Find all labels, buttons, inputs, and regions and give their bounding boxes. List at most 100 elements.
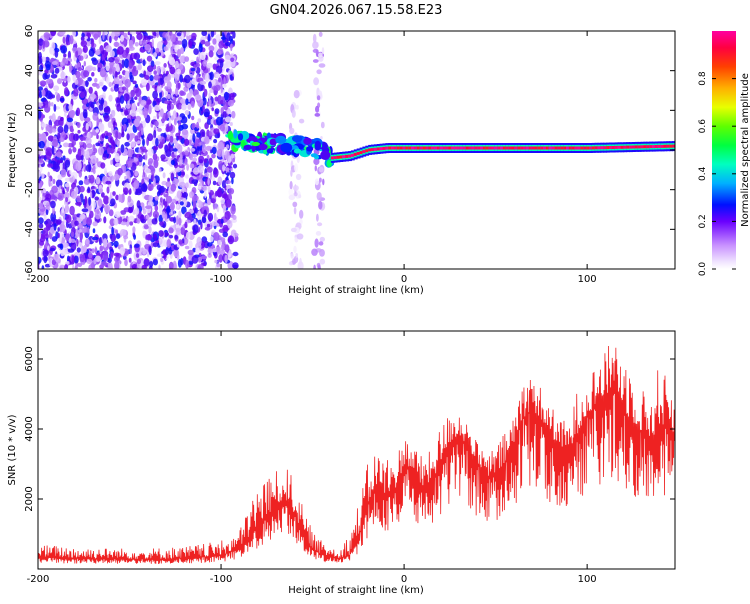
heatmap-cell: [97, 198, 103, 207]
y-tick-label: 20: [24, 104, 35, 117]
heatmap-cell: [79, 213, 86, 220]
heatmap-cell: [434, 146, 438, 150]
snr-ticks: -200 -100 0 100 2000 4000 6000: [24, 331, 675, 585]
heatmap-cell: [55, 219, 62, 225]
heatmap-cell: [105, 180, 112, 185]
heatmap-cell: [50, 102, 54, 107]
heatmap-cell: [63, 191, 70, 200]
heatmap-cell: [83, 244, 87, 253]
heatmap-cell: [84, 150, 90, 159]
heatmap-cell: [414, 146, 418, 150]
heatmap-cell: [318, 166, 324, 173]
heatmap-cell: [116, 103, 122, 112]
heatmap-cell: [153, 177, 156, 187]
heatmap-cell: [118, 193, 122, 203]
heatmap-cell: [109, 113, 113, 120]
heatmap-cell: [342, 155, 347, 159]
heatmap-cell: [497, 146, 501, 150]
heatmap-cell: [157, 66, 160, 76]
colorbar-gradient: [712, 31, 736, 269]
heatmap-cell: [320, 136, 323, 140]
heatmap-cell: [319, 236, 325, 242]
snr-panel: -200 -100 0 100 2000 4000 6000 Height of strai…: [7, 330, 676, 596]
heatmap-cell: [69, 169, 72, 175]
heatmap-cell: [104, 167, 107, 176]
heatmap-cell: [376, 147, 381, 151]
heatmap-cell: [571, 146, 576, 150]
heatmap-cell: [563, 146, 567, 150]
heatmap-cell: [69, 205, 75, 216]
heatmap-cell: [96, 83, 100, 89]
heatmap-cell: [224, 54, 231, 60]
heatmap-cell: [38, 38, 44, 46]
heatmap-cell: [64, 183, 70, 188]
heatmap-cell: [189, 153, 194, 161]
heatmap-cell: [152, 258, 158, 266]
heatmap-cell: [144, 151, 148, 161]
heatmap-cell: [57, 159, 63, 164]
heatmap-cell: [142, 149, 148, 153]
heatmap-cell: [158, 230, 164, 237]
heatmap-cell: [134, 42, 139, 47]
heatmap-cell: [78, 229, 82, 233]
heatmap-cell: [83, 178, 91, 185]
heatmap-cell: [318, 52, 323, 58]
heatmap-cell: [89, 191, 93, 199]
heatmap-cell: [408, 146, 413, 150]
heatmap-cell: [92, 200, 96, 209]
heatmap-cell: [129, 71, 133, 80]
heatmap-cell: [185, 174, 189, 179]
heatmap-cell: [180, 47, 185, 55]
heatmap-cell: [157, 78, 161, 87]
heatmap-cell: [646, 145, 651, 149]
heatmap-cell: [186, 231, 191, 240]
heatmap-cell: [79, 185, 85, 193]
heatmap-cell: [637, 145, 642, 149]
heatmap-cell: [151, 38, 154, 48]
heatmap-cell: [471, 146, 476, 150]
heatmap-cell: [317, 222, 323, 227]
heatmap-cell: [652, 145, 656, 149]
heatmap-cell: [224, 210, 231, 220]
heatmap-cell: [95, 142, 101, 147]
heatmap-cell: [99, 245, 104, 252]
heatmap-cell: [312, 41, 319, 49]
heatmap-cell: [123, 58, 130, 68]
heatmap-cell: [88, 162, 92, 173]
heatmap-cell: [62, 155, 66, 161]
heatmap-cell: [137, 63, 142, 71]
heatmap-cell: [101, 85, 108, 91]
heatmap-cell: [202, 143, 207, 154]
heatmap-cell: [232, 163, 238, 169]
heatmap-cell: [437, 146, 441, 150]
heatmap-cell: [197, 256, 203, 262]
heatmap-cell: [525, 146, 530, 150]
heatmap-cell: [45, 240, 48, 248]
snr-frame: [37, 330, 676, 570]
y-tick-label: 6000: [24, 346, 35, 371]
heatmap-cell: [206, 62, 213, 69]
heatmap-cell: [153, 52, 158, 58]
heatmap-cell: [57, 78, 62, 85]
heatmap-cell: [222, 111, 227, 118]
heatmap-cell: [224, 254, 228, 264]
heatmap-cell: [90, 101, 95, 109]
heatmap-cell: [204, 135, 210, 144]
heatmap-cell: [160, 108, 164, 118]
heatmap-cell: [65, 233, 70, 242]
heatmap-cell: [189, 88, 194, 97]
heatmap-cell: [88, 196, 91, 206]
heatmap-cell: [113, 77, 120, 85]
heatmap-cell: [45, 151, 52, 160]
heatmap-cell: [477, 146, 481, 150]
heatmap-cell: [155, 47, 160, 54]
heatmap-cell: [224, 167, 230, 172]
heatmap-cell: [230, 138, 242, 143]
heatmap-cell: [180, 91, 186, 96]
heatmap-cell: [120, 210, 127, 215]
heatmap-cell: [192, 195, 199, 202]
heatmap-cell: [61, 205, 65, 214]
heatmap-cell: [191, 32, 197, 39]
heatmap-cell: [187, 249, 194, 256]
heatmap-cell: [210, 198, 216, 204]
